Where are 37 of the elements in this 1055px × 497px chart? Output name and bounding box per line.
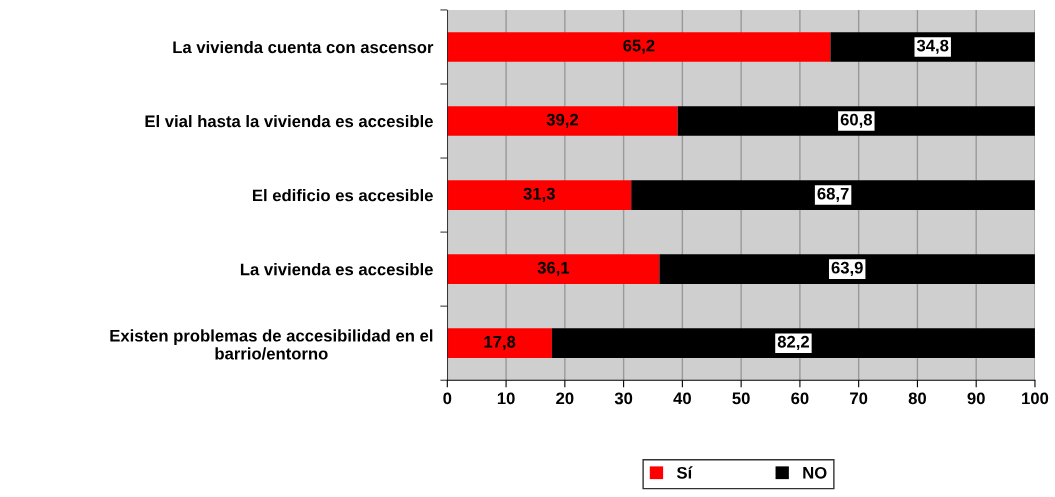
x-tick-label: 90 xyxy=(967,392,985,405)
x-tick-label: 50 xyxy=(732,392,750,405)
x-tick-label: 70 xyxy=(850,392,868,405)
data-label: 68,7 xyxy=(817,187,849,202)
data-label: 39,2 xyxy=(546,113,579,128)
bar xyxy=(447,254,660,284)
x-tick-label: 40 xyxy=(673,392,691,405)
bar xyxy=(551,328,1035,358)
bar xyxy=(447,32,831,62)
y-tick-label: La vivienda cuenta con ascensor xyxy=(173,40,434,54)
x-tick-label: 0 xyxy=(443,392,452,405)
x-tick-label: 30 xyxy=(614,392,633,405)
bar xyxy=(659,254,1035,284)
legend-label: NO xyxy=(803,466,827,479)
x-tick-label: 20 xyxy=(556,392,574,405)
y-tick-label: El edificio es accesible xyxy=(252,189,433,202)
data-label: 34,8 xyxy=(916,39,949,54)
x-tick-label: 100 xyxy=(1022,392,1049,405)
y-tick-label: El vial hasta la vivienda es accesible xyxy=(145,114,433,128)
data-label: 31,3 xyxy=(523,187,555,202)
bar xyxy=(631,180,1035,210)
bar xyxy=(677,106,1035,136)
data-label: 63,9 xyxy=(831,261,863,277)
bar xyxy=(447,328,552,358)
y-tick-label: Existen problemas de accesibilidad en el barrio/entorno xyxy=(110,329,433,360)
bar xyxy=(447,180,632,210)
x-tick-label: 10 xyxy=(497,392,515,405)
data-label: 36,1 xyxy=(537,261,570,277)
x-tick-label: 80 xyxy=(908,392,927,405)
x-tick-label: 60 xyxy=(791,392,809,405)
data-label: 60,8 xyxy=(840,113,873,128)
data-label: 82,2 xyxy=(777,335,809,351)
legend-label: Sí xyxy=(676,466,693,479)
data-label: 65,2 xyxy=(623,39,655,54)
y-tick-label: La vivienda es accesible xyxy=(240,263,433,276)
bar xyxy=(447,106,678,136)
data-label: 17,8 xyxy=(484,335,516,351)
